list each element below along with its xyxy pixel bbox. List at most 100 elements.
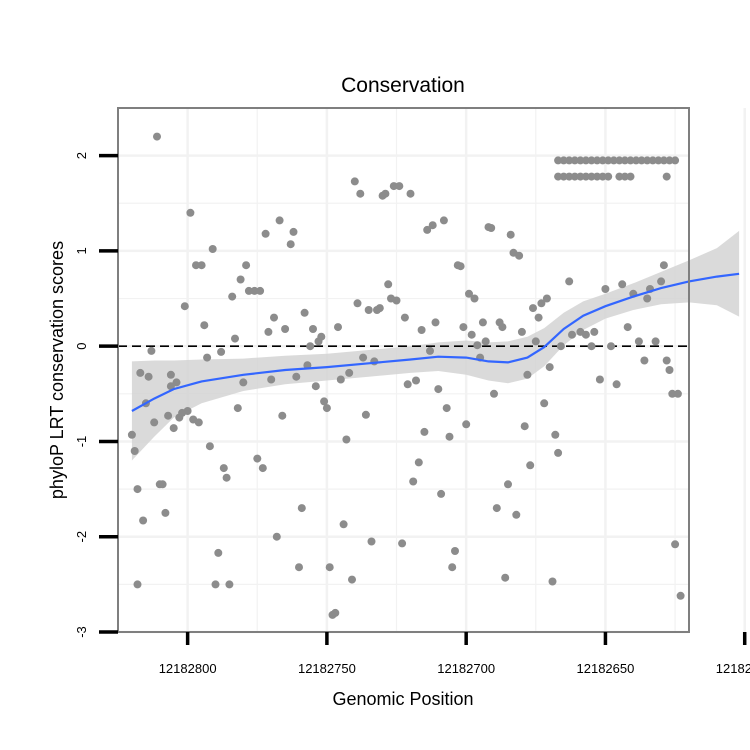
- data-point: [671, 540, 680, 549]
- data-point: [492, 504, 501, 513]
- data-point: [278, 411, 287, 420]
- data-point: [467, 330, 476, 339]
- data-point: [545, 363, 554, 372]
- data-point: [172, 378, 181, 387]
- data-point: [136, 368, 145, 377]
- data-point: [339, 520, 348, 529]
- data-point: [225, 580, 234, 589]
- data-point: [406, 189, 415, 198]
- x-tick-label: 12182700: [437, 661, 495, 676]
- x-tick-label: 12182750: [298, 661, 356, 676]
- data-point: [615, 172, 624, 181]
- data-point: [211, 580, 220, 589]
- data-point: [398, 539, 407, 548]
- data-point: [459, 323, 468, 332]
- data-point: [431, 318, 440, 327]
- data-point: [219, 464, 228, 473]
- confidence-band: [131, 230, 740, 461]
- data-point: [295, 563, 303, 572]
- data-point: [395, 182, 404, 191]
- data-point: [353, 299, 362, 308]
- data-point: [183, 407, 192, 415]
- data-point: [412, 376, 420, 385]
- data-point: [554, 448, 563, 457]
- data-point: [570, 172, 579, 181]
- data-point: [554, 172, 563, 181]
- data-point: [576, 172, 585, 181]
- data-point: [534, 313, 543, 322]
- x-axis: 12182800 12182750 12182700 12182650 12182600: [159, 632, 750, 676]
- data-point: [161, 508, 170, 517]
- data-point: [665, 366, 674, 374]
- data-point: [256, 286, 265, 295]
- data-point: [364, 306, 373, 314]
- data-points: [127, 132, 685, 619]
- data-point: [437, 489, 446, 498]
- data-point: [242, 261, 251, 270]
- data-point: [200, 321, 209, 330]
- data-point: [626, 172, 635, 181]
- data-point: [417, 326, 426, 334]
- data-point: [197, 261, 206, 270]
- data-point: [311, 382, 320, 391]
- data-point: [434, 385, 443, 394]
- y-axis-title: phyloP LRT conservation scores: [47, 241, 67, 499]
- data-point: [595, 375, 604, 384]
- data-point: [620, 156, 629, 165]
- data-point: [665, 156, 674, 165]
- data-point: [375, 304, 384, 313]
- data-point: [537, 299, 546, 308]
- data-point: [409, 477, 418, 486]
- chart-title: Conservation: [341, 74, 465, 97]
- data-point: [559, 156, 568, 165]
- data-point: [570, 156, 579, 165]
- data-point: [565, 172, 574, 181]
- data-point: [139, 516, 148, 525]
- data-point: [517, 327, 526, 336]
- data-point: [281, 325, 290, 333]
- data-point: [164, 411, 173, 420]
- y-tick-label: 2: [74, 152, 89, 159]
- x-axis-title: Genomic Position: [332, 689, 473, 709]
- data-point: [423, 225, 432, 234]
- data-point: [420, 427, 429, 436]
- data-point: [367, 537, 376, 546]
- data-point: [267, 375, 276, 384]
- data-point: [322, 404, 331, 413]
- data-point: [559, 172, 568, 181]
- data-point: [504, 480, 512, 489]
- data-point: [342, 435, 351, 444]
- data-point: [662, 356, 671, 365]
- plot-panel: [117, 107, 746, 634]
- data-point: [662, 172, 671, 181]
- data-point: [336, 375, 345, 384]
- data-point: [381, 189, 390, 198]
- data-point: [640, 356, 649, 365]
- data-point: [442, 404, 451, 413]
- data-point: [604, 172, 613, 181]
- data-point: [581, 172, 590, 181]
- data-point: [673, 389, 682, 398]
- data-point: [565, 156, 574, 165]
- data-point: [261, 229, 270, 238]
- data-point: [317, 332, 326, 341]
- smooth-trend-line: [131, 272, 740, 412]
- data-point: [590, 327, 599, 336]
- data-point: [659, 261, 668, 270]
- data-point: [593, 156, 602, 165]
- data-point: [133, 485, 142, 494]
- data-point: [270, 313, 278, 322]
- data-point: [186, 208, 195, 217]
- data-point: [250, 286, 259, 295]
- data-point: [205, 442, 214, 451]
- data-point: [568, 330, 576, 339]
- data-point: [490, 389, 498, 398]
- data-point: [523, 370, 532, 379]
- data-point: [531, 337, 540, 346]
- data-point: [481, 337, 490, 346]
- data-point: [520, 422, 529, 431]
- data-point: [158, 480, 167, 489]
- data-point: [668, 389, 677, 398]
- data-point: [634, 337, 643, 346]
